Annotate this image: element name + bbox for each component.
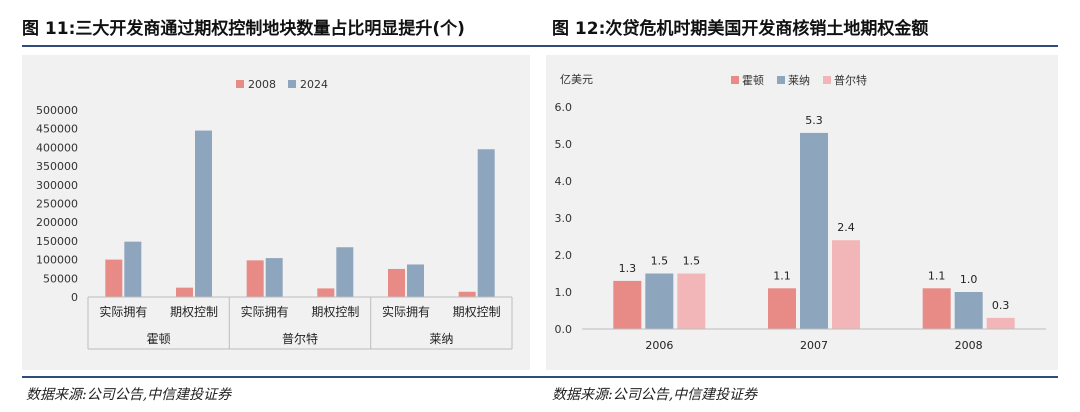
data-label: 1.1	[928, 269, 946, 282]
bar-2008-5	[458, 291, 476, 297]
bar-series2-2008	[986, 317, 1015, 329]
x-category-label: 2008	[955, 339, 983, 352]
data-label: 1.5	[683, 255, 701, 268]
y-tick-label: 500000	[36, 104, 78, 117]
y-tick-label: 6.0	[555, 101, 573, 114]
bar-2024-5	[477, 149, 495, 297]
figure-11-title: 图 11:三大开发商通过期权控制地块数量占比明显提升(个)	[22, 19, 465, 39]
legend-label-1: 莱纳	[788, 74, 810, 87]
y-tick-label: 450000	[36, 123, 78, 136]
y-tick-label: 100000	[36, 254, 78, 267]
bar-2008-3	[317, 288, 335, 297]
x-category-label: 期权控制	[311, 305, 359, 319]
legend-label-0: 霍顿	[742, 73, 764, 87]
x-category-label: 2007	[800, 339, 828, 352]
data-label: 1.0	[960, 273, 978, 286]
legend-swatch-1	[777, 76, 785, 84]
figure-12-title: 图 12:次贷危机时期美国开发商核销土地期权金额	[552, 19, 929, 39]
y-tick-label: 0.0	[555, 323, 573, 336]
bar-2024-0	[124, 241, 142, 297]
bar-series0-2008	[922, 288, 951, 329]
y-tick-label: 150000	[36, 235, 78, 248]
bar-series2-2006	[677, 273, 706, 329]
y-tick-label: 5.0	[555, 138, 573, 151]
y-tick-label: 1.0	[555, 286, 573, 299]
x-category-label: 期权控制	[170, 305, 218, 319]
legend-swatch-0	[731, 76, 739, 84]
bar-series2-2007	[832, 240, 860, 329]
data-label: 1.5	[651, 255, 669, 268]
y-tick-label: 250000	[36, 198, 78, 211]
legend-label-2008: 2008	[248, 78, 276, 91]
bottom-rule	[22, 376, 1058, 378]
bar-2024-3	[336, 247, 354, 297]
top-rule	[22, 45, 1058, 47]
data-label: 1.1	[773, 269, 791, 282]
chart-panel-left: 2008 2024 0 50000 100000 150000 200000 250000 30…	[22, 55, 530, 370]
x-category-label: 实际拥有	[382, 304, 430, 319]
y-tick-label: 2.0	[555, 249, 573, 262]
x-group-label: 普尔特	[282, 331, 318, 346]
bar-series0-2007	[768, 288, 796, 329]
bar-2008-2	[246, 260, 264, 297]
bar-2008-4	[388, 268, 405, 297]
y-tick-label: 0	[71, 291, 78, 304]
x-group-label: 莱纳	[429, 332, 453, 346]
data-label: 2.4	[837, 221, 855, 234]
y-tick-label: 350000	[36, 160, 78, 173]
x-category-label: 实际拥有	[241, 304, 289, 319]
data-label: 1.3	[619, 262, 637, 275]
x-category-label: 实际拥有	[99, 304, 147, 319]
bar-2008-1	[176, 287, 193, 297]
figure-11-source: 数据来源:公司公告,中信建投证券	[26, 387, 232, 403]
x-group-label: 霍顿	[147, 332, 171, 346]
option-lots-chart: 2008 2024 0 50000 100000 150000 200000 250000 30…	[36, 78, 513, 350]
legend-swatch-2	[823, 76, 831, 84]
bar-2024-1	[195, 130, 212, 297]
legend-label-2: 普尔特	[834, 73, 867, 87]
data-label: 0.3	[992, 299, 1010, 312]
bar-2024-2	[265, 258, 283, 297]
bar-series0-2006	[613, 280, 642, 329]
y-tick-label: 300000	[36, 179, 78, 192]
bar-2008-0	[105, 259, 123, 297]
bar-2024-4	[407, 264, 424, 297]
data-label: 5.3	[805, 114, 823, 127]
y-tick-label: 200000	[36, 216, 78, 229]
legend-swatch-2024	[288, 80, 296, 88]
y-tick-label: 400000	[36, 141, 78, 154]
bar-series1-2008	[954, 292, 983, 329]
y-tick-label: 50000	[43, 272, 78, 285]
y-tick-label: 3.0	[555, 212, 573, 225]
y-unit-label: 亿美元	[560, 73, 593, 86]
x-category-label: 期权控制	[453, 305, 501, 319]
writeoff-chart: 亿美元 霍顿 莱纳 普尔特 0.0 1.0 2.0 3.0 4.0 5.0 6.0 1.3 1.5 1.5…	[555, 73, 1046, 352]
bar-series1-2007	[800, 132, 828, 329]
legend-swatch-2008	[236, 80, 244, 88]
figure-12-source: 数据来源:公司公告,中信建投证券	[552, 387, 758, 403]
legend-label-2024: 2024	[300, 78, 328, 91]
chart-panel-right: 亿美元 霍顿 莱纳 普尔特 0.0 1.0 2.0 3.0 4.0 5.0 6.0 1.3 1.5 1.5…	[546, 55, 1058, 370]
y-tick-label: 4.0	[555, 175, 573, 188]
x-category-label: 2006	[645, 339, 673, 352]
bar-series1-2006	[645, 273, 674, 329]
